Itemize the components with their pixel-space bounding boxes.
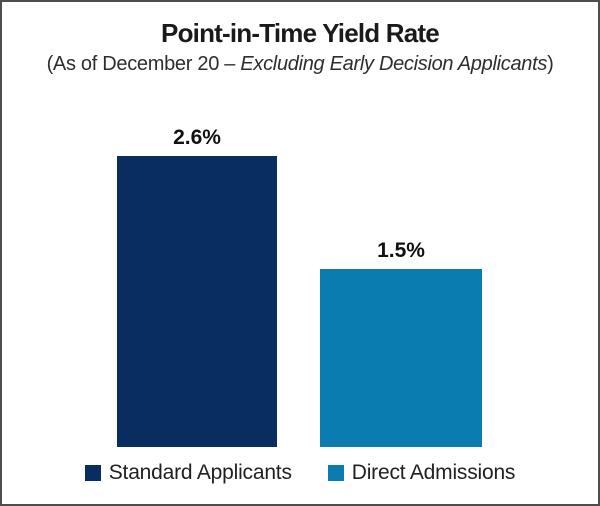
chart-subtitle: (As of December 20 – Excluding Early Dec…: [2, 53, 598, 76]
subtitle-italic-text: Excluding Early Decision Applicants: [240, 53, 548, 75]
plot-area: 2.6% 1.5%: [2, 127, 598, 447]
chart-title: Point-in-Time Yield Rate: [161, 18, 440, 48]
legend-swatch-standard-applicants-icon: [84, 465, 101, 481]
legend: Standard Applicants Direct Admissions: [2, 458, 598, 488]
bar-group-direct-admissions: 1.5%: [320, 127, 482, 447]
legend-swatch-direct-admissions-icon: [327, 465, 344, 481]
legend-label-direct-admissions: Direct Admissions: [351, 461, 516, 484]
bar-value-label-standard-applicants: 2.6%: [173, 126, 221, 149]
bar-value-label-direct-admissions: 1.5%: [377, 239, 425, 262]
legend-label-standard-applicants: Standard Applicants: [108, 461, 292, 484]
legend-item-standard-applicants: Standard Applicants: [84, 461, 292, 485]
subtitle-suffix: ): [547, 53, 554, 75]
legend-item-direct-admissions: Direct Admissions: [327, 461, 516, 485]
bar-direct-admissions: [320, 269, 482, 447]
bar-group-standard-applicants: 2.6%: [117, 127, 277, 447]
bar-standard-applicants: [117, 156, 277, 447]
subtitle-prefix: (As of December 20 –: [46, 53, 241, 75]
